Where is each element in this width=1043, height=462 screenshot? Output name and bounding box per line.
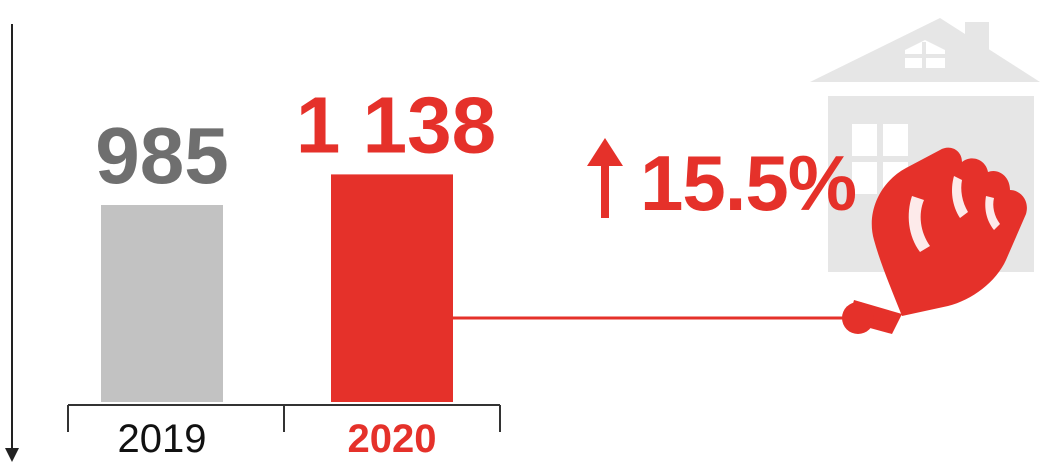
bar-2020 xyxy=(331,174,453,402)
bar-2019 xyxy=(101,205,223,402)
category-label-2019: 2019 xyxy=(118,417,207,461)
value-label-2020: 1 138 xyxy=(296,80,496,169)
pointer-dot-icon xyxy=(842,302,874,334)
value-label-2019: 985 xyxy=(95,111,228,200)
change-percent-label: 15.5% xyxy=(640,139,857,227)
category-label-2020: 2020 xyxy=(348,417,437,461)
up-arrow-icon xyxy=(587,138,623,218)
cropped-header-text: ʳ ʳ ʳ ʳ ʳ ʳ ʳ ʳ ʳ ʳ ʳ ʳ ʳ ʳ ʳ ʳ ʳ xyxy=(0,0,1043,8)
y-axis-arrow-icon xyxy=(5,448,19,462)
x-axis xyxy=(67,404,501,432)
